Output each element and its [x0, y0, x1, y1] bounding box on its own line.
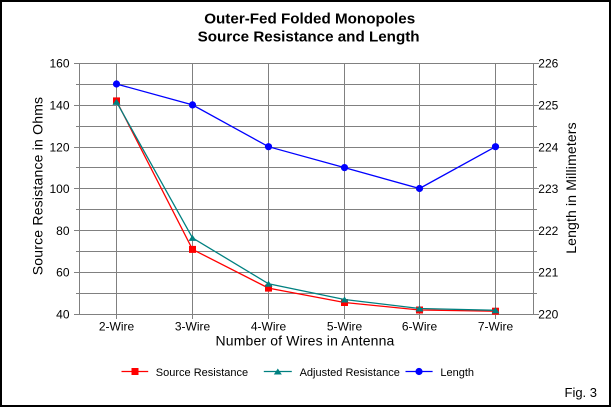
svg-text:Outer-Fed Folded Monopoles: Outer-Fed Folded Monopoles — [204, 10, 415, 27]
svg-text:Adjusted Resistance: Adjusted Resistance — [300, 367, 400, 379]
svg-text:5-Wire: 5-Wire — [327, 319, 363, 333]
svg-text:226: 226 — [538, 57, 558, 71]
svg-text:Number of Wires in Antenna: Number of Wires in Antenna — [216, 333, 395, 349]
svg-text:Length: Length — [440, 367, 474, 379]
svg-text:222: 222 — [538, 224, 558, 238]
svg-text:40: 40 — [56, 308, 70, 322]
svg-text:Source Resistance and Length: Source Resistance and Length — [198, 29, 420, 46]
svg-text:3-Wire: 3-Wire — [175, 319, 211, 333]
svg-text:Source Resistance: Source Resistance — [156, 367, 248, 379]
svg-text:224: 224 — [538, 141, 558, 155]
svg-text:220: 220 — [538, 308, 558, 322]
svg-text:60: 60 — [56, 266, 70, 280]
svg-text:120: 120 — [49, 141, 69, 155]
svg-text:80: 80 — [56, 224, 70, 238]
svg-text:223: 223 — [538, 182, 558, 196]
svg-text:7-Wire: 7-Wire — [478, 319, 514, 333]
svg-text:100: 100 — [49, 182, 69, 196]
svg-text:140: 140 — [49, 99, 69, 113]
svg-text:6-Wire: 6-Wire — [402, 319, 438, 333]
svg-text:225: 225 — [538, 99, 558, 113]
svg-text:Length in Millimeters: Length in Millimeters — [563, 122, 579, 254]
svg-text:2-Wire: 2-Wire — [99, 319, 135, 333]
svg-text:4-Wire: 4-Wire — [251, 319, 287, 333]
svg-text:Source Resistance in Ohms: Source Resistance in Ohms — [30, 97, 46, 276]
svg-text:221: 221 — [538, 266, 558, 280]
svg-text:Fig. 3: Fig. 3 — [565, 385, 598, 400]
svg-text:160: 160 — [49, 57, 69, 71]
